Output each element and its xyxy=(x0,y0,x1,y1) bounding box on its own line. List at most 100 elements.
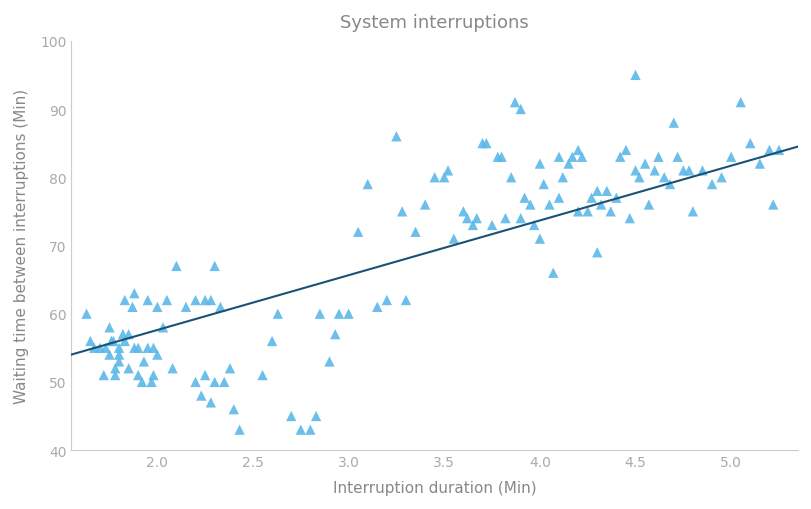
Point xyxy=(131,344,144,352)
Point xyxy=(323,358,336,366)
Point xyxy=(109,364,122,373)
Point xyxy=(632,174,645,182)
Point xyxy=(389,133,402,141)
Point xyxy=(204,399,217,407)
Point xyxy=(294,426,307,434)
Point xyxy=(309,412,322,420)
Point xyxy=(105,337,118,346)
Point xyxy=(485,221,498,230)
Point xyxy=(491,153,504,161)
Point xyxy=(517,194,530,203)
Point xyxy=(147,344,160,352)
Point xyxy=(199,296,212,304)
Point xyxy=(217,378,230,386)
Point xyxy=(199,371,212,379)
Point xyxy=(561,160,574,168)
Point xyxy=(508,99,521,107)
Point xyxy=(380,296,393,304)
Point xyxy=(135,378,148,386)
Point xyxy=(88,344,101,352)
Point xyxy=(208,378,221,386)
Point xyxy=(682,167,695,175)
Point xyxy=(341,310,354,318)
Point xyxy=(179,303,192,312)
Point xyxy=(113,344,126,352)
Point xyxy=(629,72,642,80)
Point xyxy=(546,269,559,277)
Point xyxy=(395,208,408,216)
Point xyxy=(537,181,550,189)
Point xyxy=(603,208,616,216)
Point xyxy=(523,201,536,209)
Point xyxy=(676,167,689,175)
Point xyxy=(498,215,511,223)
Point xyxy=(265,337,278,346)
Point xyxy=(733,99,746,107)
Point xyxy=(613,153,626,161)
Point xyxy=(409,228,422,236)
Point xyxy=(619,147,632,155)
Point xyxy=(399,296,412,304)
Point xyxy=(447,235,460,243)
Point xyxy=(255,371,268,379)
Point xyxy=(157,324,169,332)
Point xyxy=(556,174,569,182)
Point xyxy=(470,215,483,223)
Point xyxy=(584,194,597,203)
Point xyxy=(714,174,727,182)
Point xyxy=(189,378,202,386)
Point xyxy=(533,160,546,168)
Point xyxy=(427,174,440,182)
Point xyxy=(762,147,775,155)
Point xyxy=(527,221,540,230)
Point xyxy=(466,221,478,230)
Point xyxy=(513,106,526,114)
Point xyxy=(479,140,492,148)
Point xyxy=(771,147,784,155)
Point xyxy=(663,181,676,189)
Point xyxy=(437,174,450,182)
Point xyxy=(441,167,454,175)
Point xyxy=(571,208,584,216)
Point xyxy=(647,167,660,175)
Point xyxy=(208,262,221,270)
Point xyxy=(533,235,546,243)
Point xyxy=(333,310,345,318)
Point xyxy=(571,147,584,155)
Point xyxy=(504,174,517,182)
Point xyxy=(141,296,154,304)
Point xyxy=(695,167,708,175)
Point xyxy=(84,337,97,346)
Point xyxy=(113,358,126,366)
Point xyxy=(328,330,341,338)
Point xyxy=(147,371,160,379)
Point xyxy=(189,296,202,304)
Point xyxy=(609,194,622,203)
Point xyxy=(629,167,642,175)
Point xyxy=(118,337,131,346)
Point xyxy=(166,364,179,373)
Point xyxy=(213,303,226,312)
Point xyxy=(233,426,246,434)
Point xyxy=(109,371,122,379)
Point xyxy=(551,194,564,203)
Point xyxy=(303,426,316,434)
Point xyxy=(475,140,488,148)
Point xyxy=(543,201,556,209)
Point xyxy=(371,303,384,312)
Point xyxy=(685,208,698,216)
Point xyxy=(705,181,718,189)
Point xyxy=(513,215,526,223)
Point xyxy=(590,187,603,195)
Point xyxy=(743,140,756,148)
Point xyxy=(107,337,120,346)
Point xyxy=(361,181,374,189)
Point xyxy=(227,405,240,413)
Point xyxy=(551,153,564,161)
Point xyxy=(103,324,116,332)
Point xyxy=(137,358,150,366)
Point xyxy=(271,310,284,318)
Y-axis label: Waiting time between interruptions (Min): Waiting time between interruptions (Min) xyxy=(14,89,29,403)
Point xyxy=(285,412,298,420)
Point xyxy=(116,330,129,338)
